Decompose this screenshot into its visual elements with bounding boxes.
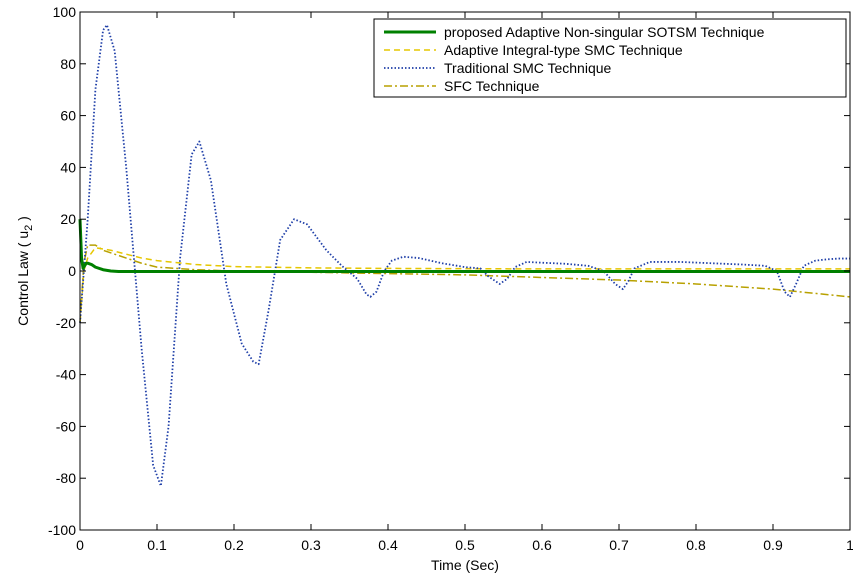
y-tick-label: -20 — [56, 315, 76, 331]
y-tick-label: 20 — [60, 211, 76, 227]
x-tick-label: 1 — [846, 537, 853, 553]
x-tick-label: 0 — [76, 537, 84, 553]
y-tick-label: 80 — [60, 56, 76, 72]
x-tick-label: 0.2 — [224, 537, 244, 553]
y-tick-label: 100 — [53, 4, 77, 20]
x-tick-label: 0.9 — [763, 537, 783, 553]
axes-layer: 0 0.1 0.2 0.3 0.4 0.5 0.6 0.7 0.8 0.9 1 100 80 60 40 20… — [48, 4, 853, 553]
legend-label: SFC Technique — [444, 78, 540, 94]
y-axis-title-subscript: 2 — [23, 225, 35, 231]
x-tick-label: 0.1 — [147, 537, 167, 553]
y-tick-label: -40 — [56, 367, 76, 383]
y-tick-label: 60 — [60, 108, 76, 124]
legend-box — [373, 18, 847, 98]
series-line-1 — [78, 219, 850, 274]
x-tick-label: 0.3 — [301, 537, 321, 553]
x-tick-label: 0.7 — [609, 537, 629, 553]
y-axis-title-main: Control Law ( u — [15, 231, 31, 326]
x-tick-label: 0.6 — [532, 537, 552, 553]
x-axis-title: Time (Sec) — [431, 557, 499, 573]
legend-label: Traditional SMC Technique — [444, 60, 612, 76]
y-axis-title: Control Law ( u2 ) — [15, 216, 35, 326]
legend-label: Adaptive Integral-type SMC Technique — [444, 42, 683, 58]
y-tick-label: -100 — [48, 522, 76, 538]
legend-label: proposed Adaptive Non-singular SOTSM Tec… — [444, 24, 765, 40]
y-tick-label: -60 — [56, 418, 76, 434]
x-tick-label: 0.4 — [378, 537, 398, 553]
legend: proposed Adaptive Non-singular SOTSM Tec… — [373, 18, 847, 98]
series-layer — [78, 24, 851, 487]
x-tick-label: 0.5 — [455, 537, 475, 553]
y-tick-label: 0 — [68, 263, 76, 279]
y-tick-label: -80 — [56, 470, 76, 486]
x-tick-label: 0.8 — [686, 537, 706, 553]
y-axis-title-suffix: ) — [15, 216, 31, 225]
series-line-3 — [79, 24, 850, 487]
y-tick-label: 40 — [60, 159, 76, 175]
